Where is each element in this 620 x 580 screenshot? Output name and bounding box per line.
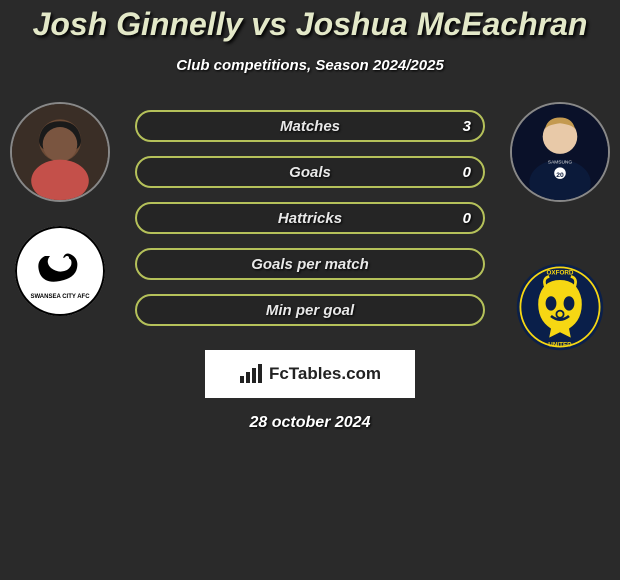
player-silhouette-icon bbox=[12, 102, 108, 202]
stat-bar: Min per goal bbox=[135, 294, 485, 326]
svg-text:SAMSUNG: SAMSUNG bbox=[548, 160, 572, 166]
stat-bar-label: Goals per match bbox=[251, 256, 369, 273]
stat-bar-label: Min per goal bbox=[266, 302, 354, 319]
stat-bar-label: Matches bbox=[280, 118, 340, 135]
stat-bar-value-right: 0 bbox=[463, 164, 471, 181]
site-logo: FcTables.com bbox=[205, 350, 415, 398]
comparison-subtitle: Club competitions, Season 2024/2025 bbox=[0, 57, 620, 74]
right-club-logo: OXFORD UNITED bbox=[515, 262, 605, 352]
swansea-logo-icon: SWANSEA CITY AFC bbox=[15, 226, 105, 316]
comparison-content: SWANSEA CITY AFC 20 SAMSUNG bbox=[0, 102, 620, 432]
stat-bar-value-right: 3 bbox=[463, 118, 471, 135]
site-logo-text: FcTables.com bbox=[269, 364, 381, 384]
stat-bar: Goals 0 bbox=[135, 156, 485, 188]
right-player-avatar: 20 SAMSUNG bbox=[510, 102, 610, 202]
stat-bar: Goals per match bbox=[135, 248, 485, 280]
stat-bar-value-right: 0 bbox=[463, 210, 471, 227]
stat-bar: Hattricks 0 bbox=[135, 202, 485, 234]
svg-text:20: 20 bbox=[556, 172, 564, 179]
stat-bar-label: Hattricks bbox=[278, 210, 342, 227]
comparison-date: 28 october 2024 bbox=[0, 414, 620, 432]
svg-text:OXFORD: OXFORD bbox=[547, 270, 574, 277]
chart-icon bbox=[239, 364, 263, 384]
comparison-title: Josh Ginnelly vs Joshua McEachran bbox=[0, 0, 620, 43]
stat-bars: Matches 3 Goals 0 Hattricks 0 Goals per match M… bbox=[135, 102, 485, 326]
player-silhouette-icon: 20 SAMSUNG bbox=[512, 102, 608, 202]
right-player-column: 20 SAMSUNG OXFORD UNITED bbox=[500, 102, 620, 352]
svg-text:SWANSEA CITY AFC: SWANSEA CITY AFC bbox=[30, 294, 90, 300]
left-player-column: SWANSEA CITY AFC bbox=[0, 102, 120, 316]
oxford-logo-icon: OXFORD UNITED bbox=[515, 257, 605, 357]
stat-bar: Matches 3 bbox=[135, 110, 485, 142]
left-club-logo: SWANSEA CITY AFC bbox=[15, 226, 105, 316]
svg-text:UNITED: UNITED bbox=[548, 342, 572, 349]
stat-bar-label: Goals bbox=[289, 164, 331, 181]
left-player-avatar bbox=[10, 102, 110, 202]
